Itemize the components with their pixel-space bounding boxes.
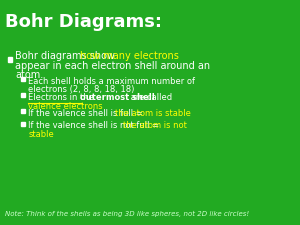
Bar [21,77,25,81]
Bar [21,109,25,113]
Bar [8,57,12,62]
Text: stable: stable [28,130,54,139]
Text: how many electrons: how many electrons [80,51,178,61]
Text: the atom is not: the atom is not [123,121,187,130]
Text: are called: are called [128,93,172,102]
Text: If the valence shell is not full =: If the valence shell is not full = [28,121,162,130]
Text: Bohr diagrams show: Bohr diagrams show [15,51,118,61]
Text: outermost shell: outermost shell [80,93,154,102]
Bar [21,122,25,126]
Text: If the valence shell is full =: If the valence shell is full = [28,109,146,118]
Text: Bohr Diagrams:: Bohr Diagrams: [5,13,162,31]
Text: Each shell holds a maximum number of: Each shell holds a maximum number of [28,77,196,86]
Text: atom.: atom. [15,70,44,80]
Text: Electrons in the: Electrons in the [28,93,97,102]
Bar [21,93,25,97]
Text: Note: Think of the shells as being 3D like spheres, not 2D like circles!: Note: Think of the shells as being 3D li… [5,211,249,217]
Text: electrons (2, 8, 8, 18, 18): electrons (2, 8, 8, 18, 18) [28,85,135,94]
Text: valence electrons: valence electrons [28,102,103,111]
Text: the atom is stable: the atom is stable [115,109,190,118]
Text: appear in each electron shell around an: appear in each electron shell around an [15,61,210,71]
